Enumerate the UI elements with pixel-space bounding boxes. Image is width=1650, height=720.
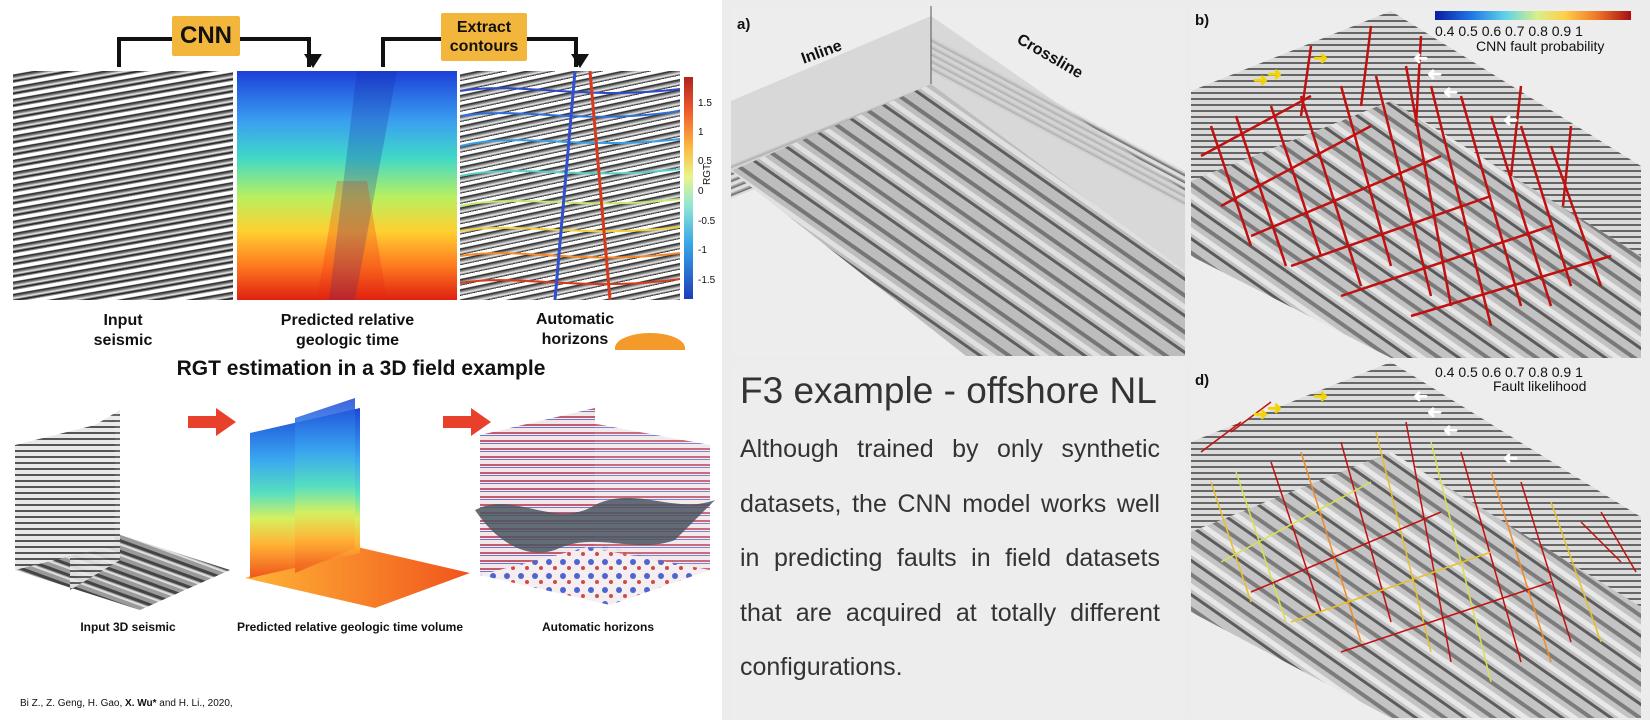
yellow-arrow-icon: ➜ — [1253, 70, 1269, 90]
rgt-3d-example-panel: RGT estimation in a 3D field example — [0, 350, 722, 720]
caption-automatic-horizons: Automatic horizons — [535, 311, 615, 348]
input-3d-seismic-cube — [15, 410, 230, 610]
cnn-fault-colorbar-ticks: 0.4 0.5 0.6 0.7 0.8 0.9 1 — [1435, 23, 1583, 39]
white-arrow-icon: ➜ — [1427, 64, 1443, 84]
rgt-tick: -1.5 — [698, 275, 716, 286]
fault-likelihood-colorbar-ticks: 0.4 0.5 0.6 0.7 0.8 0.9 1 — [1435, 364, 1583, 380]
cnn-fault-colorbar-label: CNN fault probability — [1476, 38, 1605, 54]
cnn-fault-colorbar — [1435, 11, 1631, 20]
caption-automatic-horizons-3d: Automatic horizons — [541, 620, 654, 634]
fault-cube-d — [1191, 362, 1641, 718]
white-arrow-icon: ➜ — [1413, 386, 1429, 406]
panel-d-letter: d) — [1195, 372, 1210, 389]
panel-d-fault-likelihood: 0.4 0.5 0.6 0.7 0.8 0.9 1 Fault likeliho… — [1191, 362, 1641, 718]
rgt-colorbar-label: RGT — [702, 163, 713, 185]
white-arrow-icon: ➜ — [1443, 420, 1459, 440]
automatic-horizons-image — [460, 71, 680, 300]
yellow-arrow-icon: ➜ — [1267, 398, 1283, 418]
citation: Bi Z., Z. Geng, H. Gao, X. Wu* and H. Li… — [20, 698, 233, 709]
orange-blob-decoration — [615, 333, 685, 350]
input-seismic-image — [13, 71, 233, 300]
white-arrow-icon: ➜ — [1503, 448, 1519, 468]
panel-b-letter: b) — [1195, 12, 1210, 29]
caption-predicted-rgt-volume: Predicted relative geologic time volume — [236, 620, 464, 634]
fault-likelihood-colorbar-label: Fault likelihood — [1493, 378, 1587, 394]
rgt-workflow-2d-panel: CNN Extract contours 1.5 1 0.5 0 -0.5 — [0, 0, 722, 350]
white-arrow-icon: ➜ — [1427, 402, 1443, 422]
rgt-tick: 1.5 — [698, 98, 712, 109]
extract-label-box: Extract contours — [441, 13, 527, 61]
panel-a-seismic-cube: a) Inline Crossline — [731, 6, 1185, 356]
f3-text-panel: F3 example - offshore NL Although traine… — [731, 362, 1185, 720]
white-arrow-icon: ➜ — [1413, 48, 1429, 68]
yellow-arrow-icon: ➜ — [1253, 404, 1269, 424]
yellow-arrow-icon: ➜ — [1313, 48, 1329, 68]
predicted-rgt-volume-cube — [245, 398, 470, 608]
white-arrow-icon: ➜ — [1443, 82, 1459, 102]
yellow-arrow-icon: ➜ — [1313, 386, 1329, 406]
extract-label-line1: Extract — [456, 19, 512, 36]
cnn-arrow-icon — [304, 54, 322, 68]
extract-arrow-icon — [571, 54, 589, 68]
extract-label-line2: contours — [449, 38, 519, 55]
horizon-lines — [460, 71, 680, 300]
rgt-tick: 1 — [698, 127, 704, 138]
panel-b-cnn-faults: 0.4 0.5 0.6 0.7 0.8 0.9 1 CNN fault prob… — [1191, 6, 1641, 358]
white-arrow-icon: ➜ — [1503, 110, 1519, 130]
f3-title: F3 example - offshore NL — [740, 370, 1157, 411]
rgt-fault-shading — [317, 71, 397, 300]
rgt-tick: 0.5 — [698, 156, 712, 167]
yellow-arrow-icon: ➜ — [1267, 64, 1283, 84]
rgt-tick: 0 — [698, 186, 704, 197]
f3-body-text: Although trained by only synthetic datas… — [740, 435, 1160, 681]
caption-input-seismic: Input seismic — [93, 312, 153, 349]
rgt-colorbar — [684, 77, 693, 299]
rgt-3d-title: RGT estimation in a 3D field example — [176, 357, 546, 380]
red-arrow-1-icon — [188, 408, 236, 436]
cnn-label-box: CNN — [172, 16, 240, 56]
red-arrow-2-icon — [443, 408, 491, 436]
rgt-tick: -0.5 — [698, 216, 716, 227]
caption-input-3d: Input 3D seismic — [80, 620, 176, 634]
predicted-rgt-image — [237, 71, 457, 300]
fault-cube-b — [1191, 11, 1641, 358]
panel-a-letter: a) — [737, 16, 751, 33]
rgt-tick: -1 — [698, 245, 707, 256]
caption-predicted-rgt: Predicted relative geologic time — [280, 312, 415, 349]
automatic-horizons-cube — [475, 408, 715, 605]
seismic-time-slice — [731, 6, 1185, 356]
